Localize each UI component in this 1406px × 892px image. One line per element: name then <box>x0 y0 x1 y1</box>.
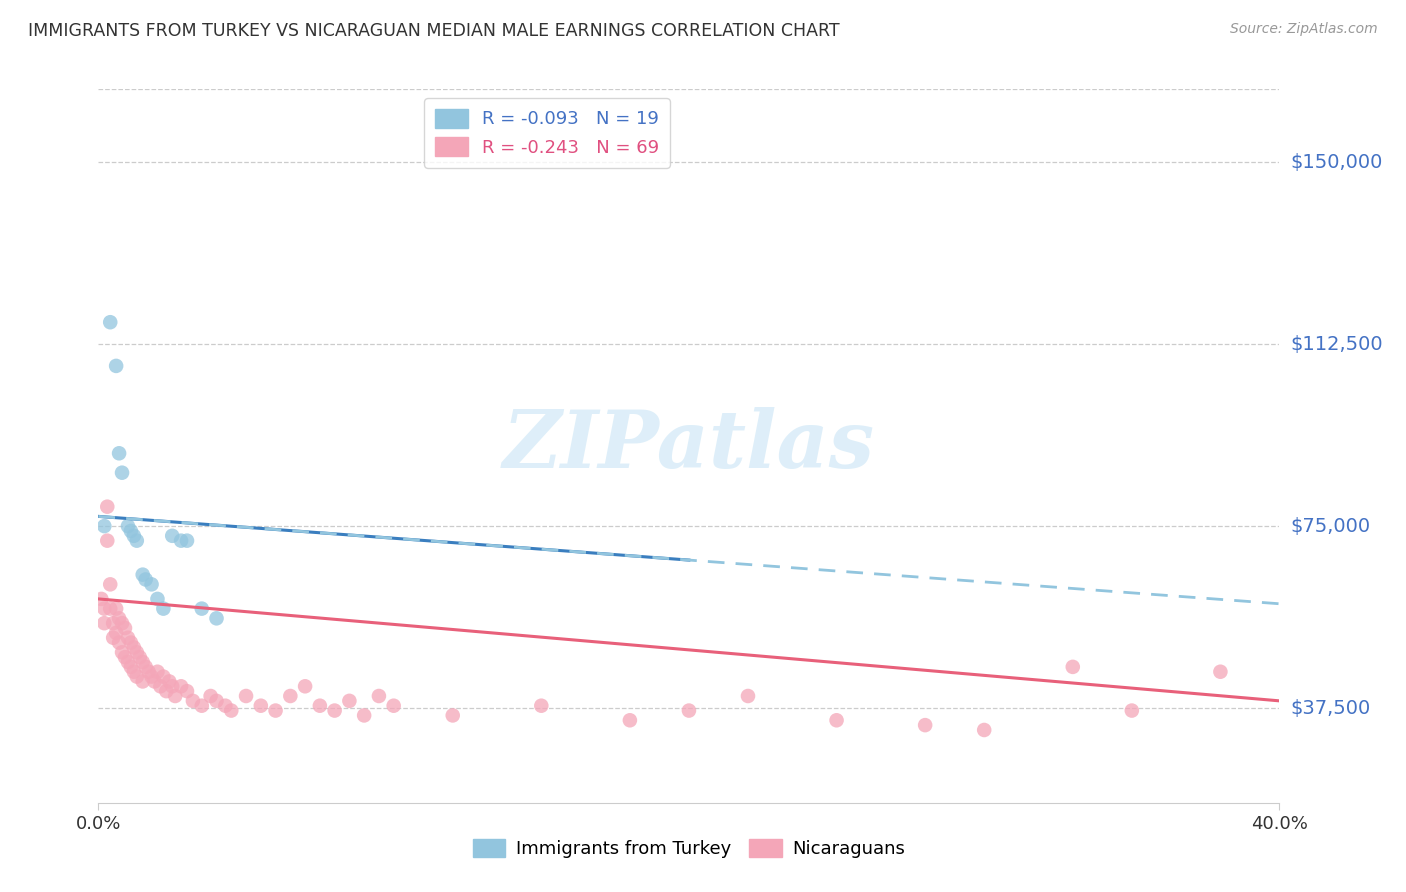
Point <box>111 466 134 480</box>
Point <box>128 650 150 665</box>
Point <box>120 524 142 538</box>
Point <box>98 315 121 329</box>
Point <box>120 635 142 649</box>
Point <box>250 698 273 713</box>
Point <box>114 621 136 635</box>
Point <box>441 708 464 723</box>
Text: $112,500: $112,500 <box>1291 334 1384 353</box>
Point <box>125 645 148 659</box>
Point <box>678 704 700 718</box>
Point <box>122 665 145 679</box>
Point <box>93 601 115 615</box>
Point <box>125 670 148 684</box>
Point <box>973 723 995 737</box>
Point <box>825 713 848 727</box>
Point <box>146 591 169 606</box>
Point <box>162 679 183 693</box>
Point <box>914 718 936 732</box>
Point <box>176 533 198 548</box>
Point <box>132 567 155 582</box>
Point <box>530 698 553 713</box>
Point <box>93 519 115 533</box>
Text: Source: ZipAtlas.com: Source: ZipAtlas.com <box>1230 22 1378 37</box>
Point <box>152 670 174 684</box>
Point <box>141 670 163 684</box>
Point <box>98 601 121 615</box>
Text: IMMIGRANTS FROM TURKEY VS NICARAGUAN MEDIAN MALE EARNINGS CORRELATION CHART: IMMIGRANTS FROM TURKEY VS NICARAGUAN MED… <box>28 22 839 40</box>
Point <box>96 533 118 548</box>
Point <box>205 694 228 708</box>
Point <box>90 591 112 606</box>
Point <box>191 601 214 615</box>
Point <box>200 689 222 703</box>
Point <box>120 660 142 674</box>
Point <box>368 689 391 703</box>
Point <box>122 640 145 655</box>
Point <box>138 665 160 679</box>
Point <box>170 533 193 548</box>
Point <box>382 698 405 713</box>
Point <box>191 698 214 713</box>
Point <box>103 631 125 645</box>
Point <box>176 684 198 698</box>
Point <box>737 689 759 703</box>
Text: $37,500: $37,500 <box>1291 698 1371 718</box>
Point <box>105 359 128 373</box>
Text: $75,000: $75,000 <box>1291 516 1371 535</box>
Point <box>122 529 145 543</box>
Point <box>108 635 131 649</box>
Point <box>117 655 139 669</box>
Point <box>1121 704 1143 718</box>
Point <box>337 694 360 708</box>
Point <box>353 708 375 723</box>
Point <box>135 660 157 674</box>
Point <box>135 573 157 587</box>
Point <box>264 704 287 718</box>
Point <box>117 519 139 533</box>
Point <box>111 616 134 631</box>
Point <box>155 684 177 698</box>
Point <box>132 655 155 669</box>
Point <box>108 446 131 460</box>
Point <box>1062 660 1084 674</box>
Point <box>170 679 193 693</box>
Point <box>278 689 302 703</box>
Point <box>619 713 641 727</box>
Point <box>143 674 166 689</box>
Point <box>111 645 134 659</box>
Point <box>146 665 169 679</box>
Point <box>157 674 180 689</box>
Point <box>141 577 163 591</box>
Point <box>108 611 131 625</box>
Point <box>309 698 332 713</box>
Point <box>105 626 128 640</box>
Point <box>323 704 346 718</box>
Point <box>96 500 118 514</box>
Legend: Immigrants from Turkey, Nicaraguans: Immigrants from Turkey, Nicaraguans <box>465 831 912 865</box>
Point <box>294 679 316 693</box>
Point <box>105 601 128 615</box>
Point <box>152 601 174 615</box>
Point <box>214 698 236 713</box>
Point <box>1209 665 1232 679</box>
Point <box>117 631 139 645</box>
Point <box>205 611 228 625</box>
Point <box>165 689 187 703</box>
Point <box>235 689 257 703</box>
Point <box>132 674 155 689</box>
Point <box>219 704 242 718</box>
Point <box>93 616 115 631</box>
Point <box>149 679 172 693</box>
Text: $150,000: $150,000 <box>1291 153 1384 171</box>
Point <box>103 616 125 631</box>
Point <box>125 533 148 548</box>
Point <box>98 577 121 591</box>
Point <box>181 694 204 708</box>
Point <box>162 529 183 543</box>
Text: ZIPatlas: ZIPatlas <box>503 408 875 484</box>
Point <box>114 650 136 665</box>
